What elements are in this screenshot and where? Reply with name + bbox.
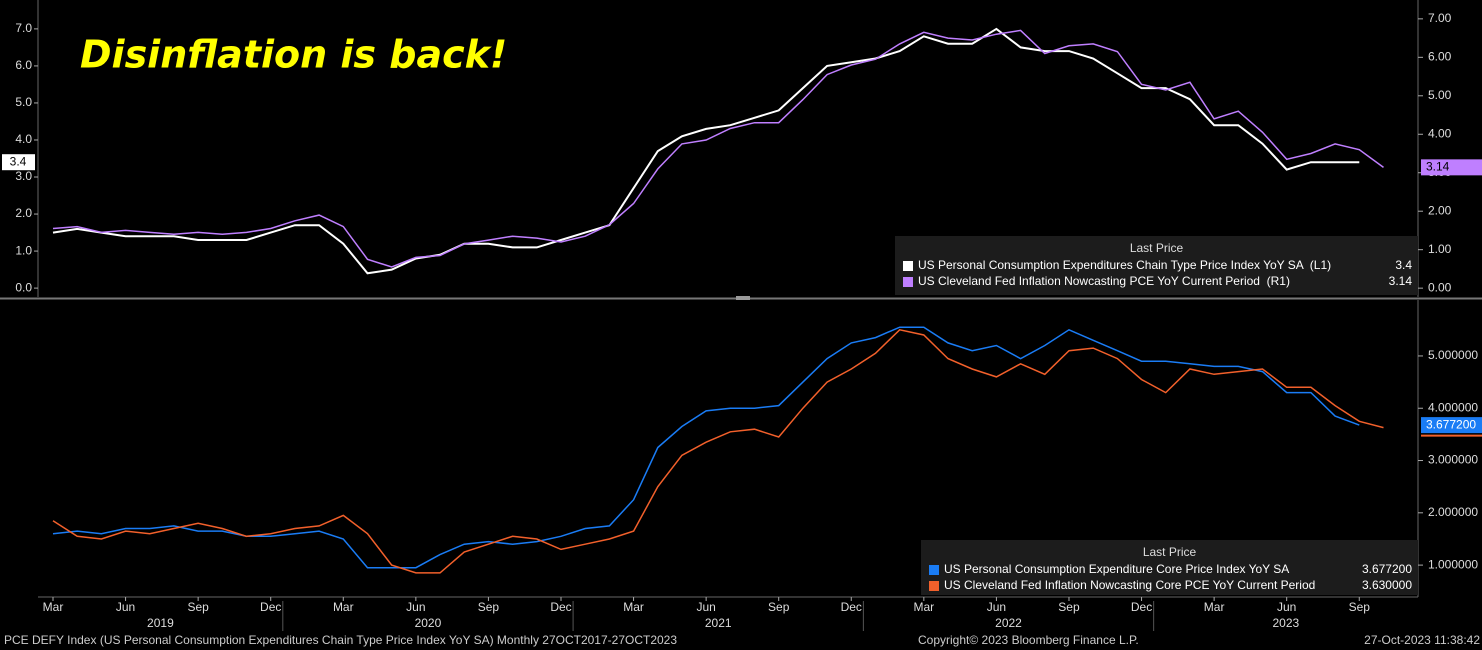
year-label: 2022 [995, 616, 1022, 630]
x-tick-label: Mar [914, 600, 935, 614]
y-tick-label: 2.0 [15, 206, 32, 220]
x-tick-label: Jun [406, 600, 425, 614]
y2-tick-label: 4.000000 [1428, 400, 1478, 414]
last-value-box [1421, 159, 1482, 176]
legend-swatch [903, 261, 913, 271]
y2-tick-label: 3.000000 [1428, 453, 1478, 467]
x-tick-label: Mar [333, 600, 354, 614]
footer-bar [0, 632, 1482, 650]
year-label: 2019 [147, 616, 174, 630]
last-value-box [2, 154, 35, 171]
x-tick-label: Sep [187, 600, 209, 614]
y2-tick-label: 6.00 [1428, 49, 1452, 63]
x-tick-label: Dec [550, 600, 571, 614]
x-tick-label: Jun [1277, 600, 1296, 614]
legend-box [895, 236, 1418, 295]
series-line [52, 326, 1360, 569]
x-tick-label: Mar [623, 600, 644, 614]
x-tick-label: Jun [987, 600, 1006, 614]
last-value-label: 3.4 [10, 154, 27, 168]
last-value-label: 3.677200 [1426, 417, 1476, 431]
x-tick-label: Dec [841, 600, 862, 614]
divider-handle [736, 296, 750, 300]
legend-last-value: 3.630000 [1362, 578, 1412, 592]
x-tick-label: Dec [260, 600, 281, 614]
last-value-label: 3.14 [1426, 160, 1450, 174]
y2-tick-label: 5.00 [1428, 88, 1452, 102]
last-value-box [1421, 417, 1482, 434]
year-label: 2023 [1272, 616, 1299, 630]
series-line [52, 27, 1360, 275]
x-tick-label: Sep [478, 600, 500, 614]
series-line [52, 328, 1384, 574]
y-tick-label: 5.0 [15, 95, 32, 109]
x-tick-label: Jun [116, 600, 135, 614]
y2-tick-label: 2.000000 [1428, 505, 1478, 519]
y2-tick-label: 5.000000 [1428, 348, 1478, 362]
legend-swatch [929, 565, 939, 575]
legend-title: Last Price [1130, 241, 1184, 255]
x-tick-label: Dec [1131, 600, 1152, 614]
legend-label: US Personal Consumption Expenditures Cha… [918, 258, 1331, 272]
y-tick-label: 4.0 [15, 132, 32, 146]
year-label: 2021 [705, 616, 732, 630]
footer-timestamp: 27-Oct-2023 11:38:42 [1364, 633, 1480, 647]
y-tick-label: 3.0 [15, 169, 32, 183]
y2-tick-label: 4.00 [1428, 126, 1452, 140]
legend-swatch [903, 277, 913, 287]
y2-tick-label: 1.000000 [1428, 557, 1478, 571]
x-tick-label: Jun [696, 600, 715, 614]
series-line [52, 29, 1384, 268]
y2-tick-label: 0.00 [1428, 280, 1452, 294]
x-tick-label: Mar [1204, 600, 1225, 614]
y-tick-label: 6.0 [15, 58, 32, 72]
legend-label: US Personal Consumption Expenditure Core… [944, 562, 1289, 576]
y2-tick-label: 7.00 [1428, 11, 1452, 25]
legend-swatch [929, 581, 939, 591]
legend-box [921, 540, 1418, 595]
y2-tick-label: 2.00 [1428, 203, 1452, 217]
x-tick-label: Sep [768, 600, 790, 614]
footer-source: PCE DEFY Index (US Personal Consumption … [4, 633, 677, 647]
legend-last-value: 3.14 [1389, 274, 1413, 288]
footer-copyright: Copyright© 2023 Bloomberg Finance L.P. [918, 633, 1139, 647]
y-tick-label: 7.0 [15, 21, 32, 35]
legend-label: US Cleveland Fed Inflation Nowcasting Co… [944, 578, 1315, 592]
legend-title: Last Price [1143, 545, 1197, 559]
y-tick-label: 0.0 [15, 280, 32, 294]
x-tick-label: Sep [1349, 600, 1371, 614]
legend-label: US Cleveland Fed Inflation Nowcasting PC… [918, 274, 1290, 288]
legend-last-value: 3.677200 [1362, 562, 1412, 576]
annotation: Disinflation is back! [80, 33, 507, 77]
legend-last-value: 3.4 [1395, 258, 1412, 272]
x-tick-label: Mar [43, 600, 64, 614]
x-tick-label: Sep [1058, 600, 1080, 614]
y2-tick-label: 1.00 [1428, 242, 1452, 256]
y-tick-label: 1.0 [15, 243, 32, 257]
year-label: 2020 [415, 616, 442, 630]
